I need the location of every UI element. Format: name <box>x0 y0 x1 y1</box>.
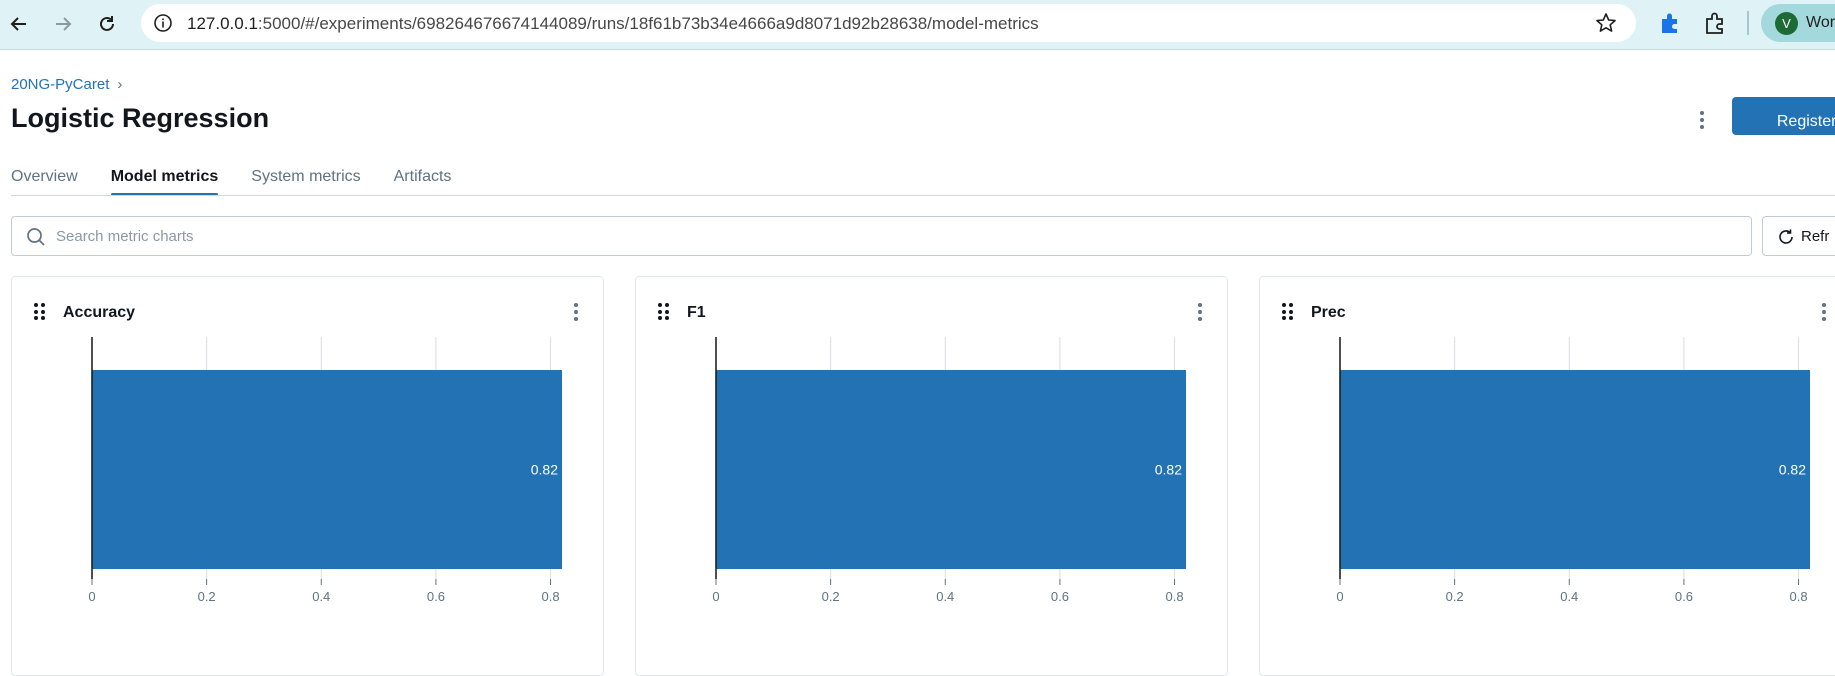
search-box[interactable] <box>11 216 1752 256</box>
extension-puzzle-icon[interactable] <box>1656 10 1684 38</box>
tab-overview[interactable]: Overview <box>11 168 78 185</box>
bar-chart: 0 0.2 0.4 0.6 0.8 0.82 <box>88 337 562 604</box>
breadcrumb: 20NG-PyCaret › <box>11 76 122 93</box>
bar-value-label: 0.82 <box>1155 462 1182 478</box>
back-arrow-icon <box>10 17 26 31</box>
forward-button[interactable] <box>46 7 80 41</box>
x-tick-label: 0.4 <box>312 589 330 604</box>
drag-handle-icon[interactable] <box>34 303 46 321</box>
chevron-right-icon: › <box>117 76 123 93</box>
bar <box>92 370 562 569</box>
bar-chart: 0 0.2 0.4 0.6 0.8 0.82 <box>712 337 1186 604</box>
bar-value-label: 0.82 <box>531 462 558 478</box>
drag-handle-icon[interactable] <box>658 303 670 321</box>
url-host: 127.0.0.1 <box>187 14 258 33</box>
search-icon <box>27 228 45 246</box>
tab-artifacts[interactable]: Artifacts <box>393 168 452 185</box>
address-bar[interactable]: 127.0.0.1:5000/#/experiments/69826467667… <box>141 4 1636 42</box>
bookmark-star-icon[interactable] <box>1595 12 1617 34</box>
site-info-icon[interactable] <box>153 13 173 33</box>
tab-bar: Overview Model metrics System metrics Ar… <box>11 160 451 196</box>
extensions-menu-icon[interactable] <box>1701 10 1729 38</box>
reload-button[interactable] <box>90 7 124 41</box>
refresh-label: Refr <box>1801 228 1830 245</box>
bar-value-label: 0.82 <box>1779 462 1806 478</box>
x-tick-label: 0 <box>88 589 95 604</box>
forward-arrow-icon <box>56 17 72 31</box>
chart-title: Accuracy <box>63 304 136 321</box>
metric-chart-card-precision: Prec 0 0.2 0.4 0.6 0.8 0.82 <box>1259 276 1835 676</box>
tab-system-metrics[interactable]: System metrics <box>251 168 361 185</box>
bar <box>1340 370 1810 569</box>
search-input[interactable] <box>56 224 1736 248</box>
x-tick-label: 0.6 <box>1051 589 1069 604</box>
avatar: V <box>1775 12 1798 35</box>
refresh-button[interactable]: Refr <box>1762 216 1835 256</box>
x-tick-label: 0.4 <box>936 589 954 604</box>
x-tick-label: 0.8 <box>1165 589 1183 604</box>
chart-title: F1 <box>687 304 706 321</box>
page-title: Logistic Regression <box>11 103 270 133</box>
x-tick-label: 0 <box>1336 589 1343 604</box>
x-tick-label: 0 <box>712 589 719 604</box>
breadcrumb-experiment-link[interactable]: 20NG-PyCaret <box>11 76 110 93</box>
metric-chart-card-f1: F1 0 0.2 0.4 0.6 0.8 0.82 <box>635 276 1228 676</box>
drag-handle-icon[interactable] <box>1282 303 1294 321</box>
x-tick-label: 0.6 <box>427 589 445 604</box>
x-tick-label: 0.8 <box>541 589 559 604</box>
browser-toolbar: 127.0.0.1:5000/#/experiments/69826467667… <box>0 0 1835 50</box>
chart-options-menu-icon[interactable] <box>1189 301 1211 323</box>
x-tick-label: 0.6 <box>1675 589 1693 604</box>
bar-chart: 0 0.2 0.4 0.6 0.8 0.82 <box>1336 337 1810 604</box>
tab-model-metrics[interactable]: Model metrics <box>110 160 218 196</box>
x-tick-label: 0.8 <box>1789 589 1807 604</box>
chart-title: Prec <box>1311 304 1346 321</box>
run-options-menu-icon[interactable] <box>1688 106 1716 134</box>
back-button[interactable] <box>2 7 36 41</box>
x-tick-label: 0.2 <box>198 589 216 604</box>
profile-button[interactable]: V Wor <box>1761 4 1835 42</box>
x-tick-label: 0.4 <box>1560 589 1578 604</box>
x-tick-label: 0.2 <box>1446 589 1464 604</box>
chart-options-menu-icon[interactable] <box>1813 301 1835 323</box>
url-text[interactable]: 127.0.0.1:5000/#/experiments/69826467667… <box>187 14 1039 34</box>
tabs-divider <box>11 195 1835 196</box>
bar <box>716 370 1186 569</box>
metric-chart-card-accuracy: Accuracy 0 0.2 0.4 0.6 0.8 0.82 <box>11 276 604 676</box>
x-tick-label: 0.2 <box>822 589 840 604</box>
refresh-icon <box>1779 229 1793 244</box>
profile-label: Wor <box>1806 14 1835 31</box>
url-path: :5000/#/experiments/698264676674144089/r… <box>257 14 1039 33</box>
register-model-button[interactable]: Register mo <box>1732 97 1835 135</box>
toolbar-separator <box>1747 11 1749 35</box>
chart-options-menu-icon[interactable] <box>565 301 587 323</box>
reload-icon <box>100 16 114 31</box>
